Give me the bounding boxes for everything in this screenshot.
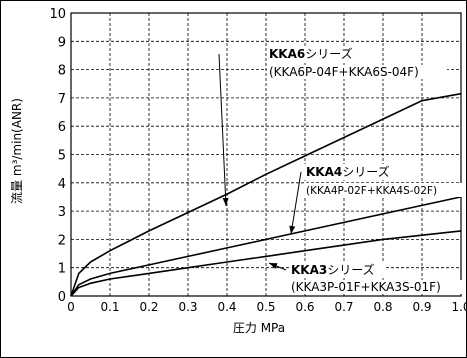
series-model-label: (KKA3P-01F+KKA3S-01F) (291, 280, 441, 294)
y-tick-label: 4 (58, 177, 66, 192)
y-tick-label: 9 (58, 35, 66, 50)
label-background (267, 46, 363, 62)
series-labels: KKA6シリーズ (KKA6P-04F+KKA6S-04F) KKA4シリーズ (KK… (218, 46, 466, 294)
tick-labels: 0 0.1 0.2 0.3 0.4 0.5 0.6 0.7 0.8 0.9 1.0 0 1 2 3 4 5 6 7 8… (49, 7, 466, 314)
label-background (289, 262, 385, 278)
x-tick-label: 0.8 (373, 300, 392, 314)
x-axis-label: 圧力 MPa (233, 321, 285, 335)
leader-arrowhead (289, 225, 296, 234)
y-tick-label: 7 (58, 92, 66, 107)
axes (70, 12, 462, 297)
x-tick-label: 0.2 (139, 300, 158, 314)
series-model-label: (KKA6P-04F+KKA6S-04F) (269, 65, 419, 79)
series-label: KKA3シリーズ (291, 262, 375, 277)
label-background (289, 280, 466, 294)
y-tick-label: 8 (58, 64, 66, 79)
x-tick-label: 0.6 (295, 300, 314, 314)
y-tick-label: 6 (58, 120, 66, 135)
x-tick-label: 0.5 (256, 300, 275, 314)
label-background (267, 65, 447, 79)
y-tick-label: 0 (58, 290, 66, 305)
y-tick-label: 5 (58, 149, 66, 164)
series-line-1 (70, 92, 462, 297)
y-tick-label: 2 (58, 233, 66, 248)
x-tick-label: 0.7 (334, 300, 353, 314)
y-tick-label: 3 (58, 205, 66, 220)
series-lines (70, 92, 462, 297)
x-tick-label: 0.4 (217, 300, 236, 314)
leader-arrowhead (269, 263, 278, 269)
x-tick-label: 0.3 (178, 300, 197, 314)
y-tick-label: 1 (58, 262, 66, 277)
leader-line (218, 53, 227, 207)
x-tick-label: 0.9 (412, 300, 431, 314)
x-tick-label: 0 (67, 300, 75, 314)
series-label: KKA4シリーズ (306, 164, 390, 179)
y-axis-label: 流量 m³/min(ANR) (10, 98, 24, 204)
label-background (304, 183, 466, 197)
series-line-2 (70, 196, 462, 297)
series-label: KKA6シリーズ (269, 46, 353, 61)
series-line-3 (70, 230, 462, 297)
x-tick-label: 1.0 (451, 300, 466, 314)
y-tick-label: 10 (49, 7, 66, 22)
series-model-label: (KKA4P-02F+KKA4S-02F) (306, 185, 437, 197)
leader-arrowhead (222, 197, 229, 206)
plot-border (70, 12, 462, 297)
x-tick-label: 0.1 (100, 300, 119, 314)
label-background (304, 164, 400, 180)
leader-line (290, 171, 302, 235)
grid (71, 13, 461, 296)
